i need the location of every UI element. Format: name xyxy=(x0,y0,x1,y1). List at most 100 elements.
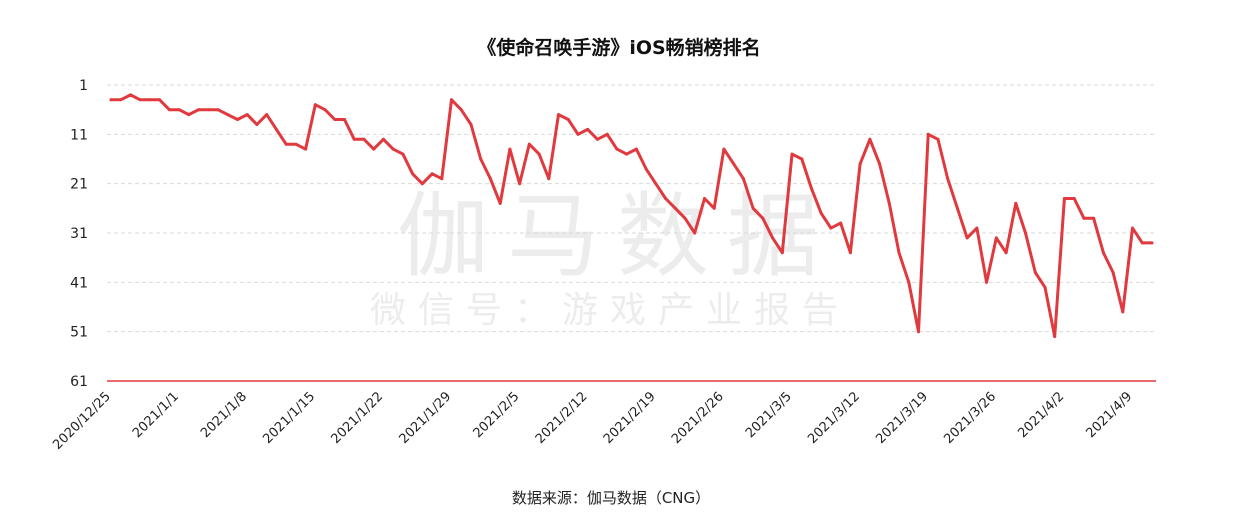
data-point xyxy=(557,113,560,117)
data-point xyxy=(625,152,629,156)
data-point xyxy=(654,182,658,186)
data-point xyxy=(430,172,434,176)
data-point xyxy=(780,251,784,255)
x-tick-label: 2021/4/9 xyxy=(1083,389,1135,441)
data-point xyxy=(333,118,337,121)
x-tick-label: 2021/2/5 xyxy=(471,389,523,441)
data-point xyxy=(985,280,989,284)
data-point xyxy=(274,127,278,131)
data-point xyxy=(751,206,755,210)
data-point xyxy=(216,108,220,112)
data-point xyxy=(683,216,687,220)
data-point xyxy=(206,108,210,112)
data-point xyxy=(187,113,191,117)
x-tick-label: 2021/1/1 xyxy=(130,389,182,441)
data-point xyxy=(1121,310,1125,314)
watermark-brand: 伽马数据 xyxy=(397,183,837,290)
data-point xyxy=(1092,216,1096,220)
x-tick-label: 2021/2/19 xyxy=(601,389,659,447)
data-point xyxy=(897,251,901,255)
series-line-rank xyxy=(109,93,1154,339)
data-point xyxy=(955,206,959,210)
x-tick-label: 2021/3/26 xyxy=(941,389,999,447)
data-point xyxy=(946,177,950,181)
data-point xyxy=(362,137,366,141)
data-point xyxy=(595,137,599,141)
data-point xyxy=(304,147,308,151)
data-point xyxy=(965,236,969,240)
x-tick-label: 2021/1/29 xyxy=(397,389,455,447)
x-tick-label: 2020/12/25 xyxy=(50,389,114,453)
y-tick-label: 31 xyxy=(70,226,88,242)
data-point xyxy=(440,177,444,181)
data-point xyxy=(226,113,230,117)
watermark: 伽马数据 微信号：游戏产业报告 xyxy=(370,183,850,331)
data-point xyxy=(352,137,356,141)
data-point xyxy=(518,182,522,186)
data-point xyxy=(741,177,745,181)
data-point xyxy=(1043,285,1047,289)
data-point xyxy=(1053,335,1057,339)
data-point xyxy=(868,137,872,141)
data-point xyxy=(887,201,891,205)
x-tick-label: 2021/2/26 xyxy=(669,389,727,447)
data-point xyxy=(109,98,113,102)
data-point xyxy=(411,172,415,176)
data-point xyxy=(926,132,930,136)
data-point xyxy=(537,152,541,156)
data-point xyxy=(450,98,453,102)
source-note: 数据来源：伽马数据（CNG） xyxy=(512,489,710,507)
x-tick-label: 2021/3/5 xyxy=(743,389,795,441)
x-tick-label: 2021/1/15 xyxy=(260,389,318,447)
data-point xyxy=(664,197,668,200)
y-tick-label: 21 xyxy=(70,177,88,193)
data-point xyxy=(605,132,609,136)
data-point xyxy=(129,93,132,97)
series-layer xyxy=(109,93,1154,339)
data-point xyxy=(372,147,376,151)
data-point xyxy=(265,113,269,117)
data-point xyxy=(294,142,298,146)
x-axis: 2020/12/25 2021/1/1 2021/1/8 2021/1/15 2021/… xyxy=(50,389,1135,453)
data-point xyxy=(839,221,843,225)
data-point xyxy=(703,197,706,200)
data-point xyxy=(381,137,385,141)
y-tick-label: 51 xyxy=(70,325,88,341)
x-tick-label: 2021/4/2 xyxy=(1015,389,1067,441)
data-point xyxy=(255,123,259,126)
data-point xyxy=(1140,241,1144,245)
data-point xyxy=(167,108,171,112)
data-point xyxy=(615,147,619,151)
data-point xyxy=(313,103,317,107)
data-point xyxy=(712,206,716,210)
data-point xyxy=(586,127,590,131)
data-point xyxy=(907,280,911,284)
data-point xyxy=(634,147,638,151)
data-point xyxy=(644,167,648,171)
data-point xyxy=(917,330,920,334)
data-point xyxy=(1062,197,1066,200)
data-point xyxy=(323,108,327,112)
data-point xyxy=(994,236,998,240)
data-point xyxy=(401,152,405,156)
data-point xyxy=(829,226,833,230)
data-point xyxy=(245,113,249,117)
data-point xyxy=(732,162,736,166)
data-point xyxy=(771,236,775,240)
data-point xyxy=(1111,271,1115,274)
data-point xyxy=(1014,201,1018,205)
y-tick-label: 41 xyxy=(70,275,88,291)
data-point xyxy=(343,118,346,121)
data-point xyxy=(479,157,483,161)
data-point xyxy=(810,187,813,191)
data-point xyxy=(936,137,940,141)
data-point xyxy=(878,162,882,166)
y-tick-label: 61 xyxy=(70,374,88,390)
y-tick-label: 11 xyxy=(70,127,88,143)
data-point xyxy=(566,118,570,121)
x-tick-label: 2021/3/12 xyxy=(805,389,863,447)
watermark-wechat: 微信号：游戏产业报告 xyxy=(370,290,850,331)
data-point xyxy=(488,177,492,181)
